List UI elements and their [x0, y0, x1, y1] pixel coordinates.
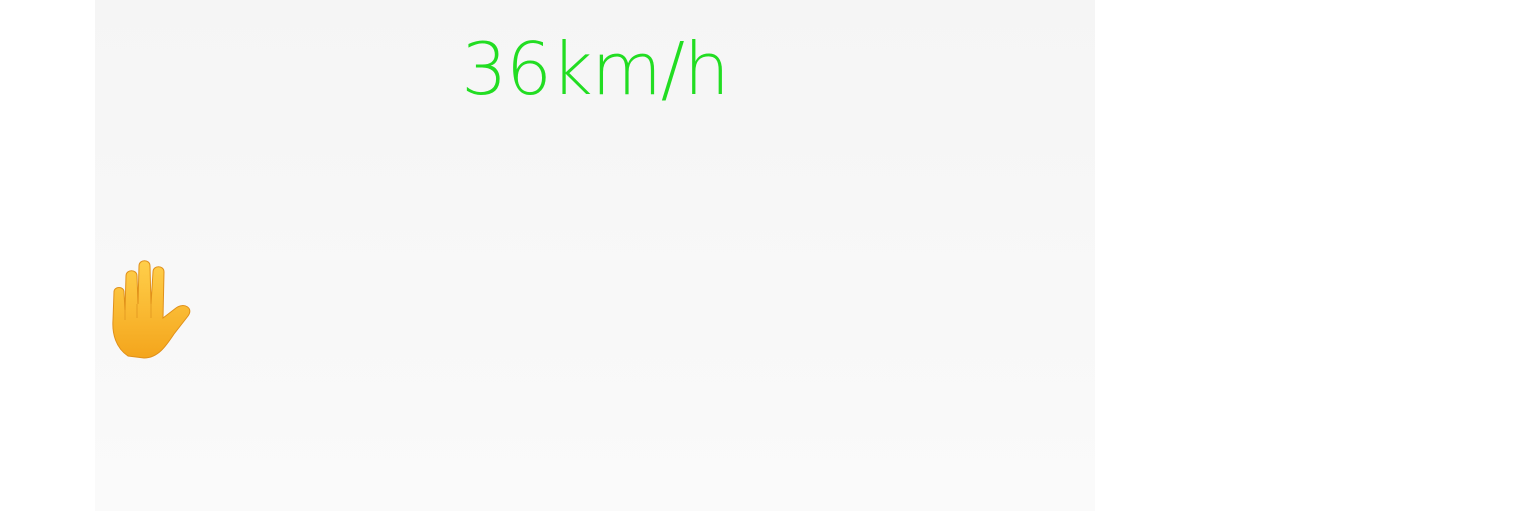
raised-hand-icon: [112, 260, 191, 359]
speed-readout: 36km/h: [461, 27, 729, 111]
display-panel: 36km/h: [95, 0, 1095, 511]
